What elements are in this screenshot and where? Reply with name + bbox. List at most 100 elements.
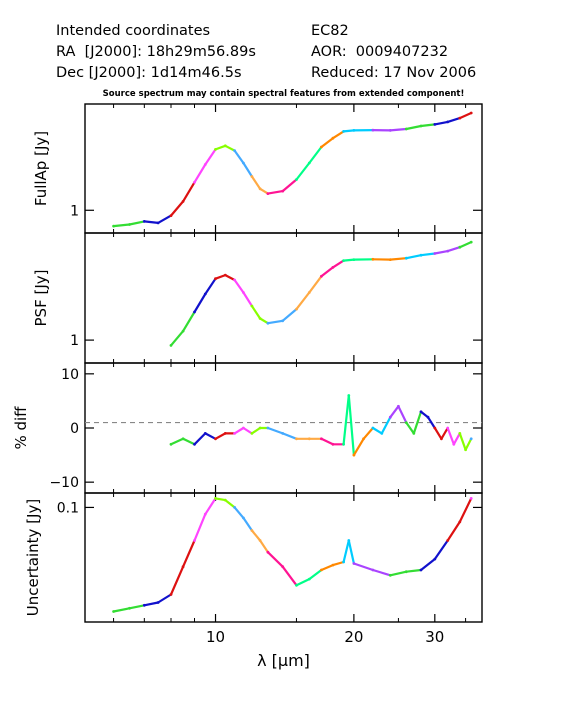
spectrum-segment	[295, 291, 311, 311]
spectrum-segment	[389, 570, 408, 577]
data-point	[193, 180, 196, 184]
spectrum-segment	[389, 127, 408, 132]
data-point	[307, 437, 311, 441]
data-point	[433, 123, 437, 126]
data-point	[419, 568, 423, 572]
spectrum-segment	[458, 111, 473, 120]
data-point	[320, 437, 323, 441]
spectrum-segment	[331, 130, 345, 140]
header-left-line-1: Intended coordinates	[56, 23, 211, 39]
spectrum-segment	[433, 426, 443, 440]
spectrum-segment	[250, 529, 262, 542]
data-point	[242, 291, 245, 294]
data-point	[142, 220, 146, 223]
data-point	[128, 606, 131, 610]
data-point	[419, 124, 423, 128]
data-point	[307, 161, 311, 165]
data-point	[342, 560, 345, 564]
spectrum-segment	[405, 254, 423, 260]
data-point	[203, 163, 207, 166]
spectrum-segment	[308, 568, 323, 581]
spectrum-segment	[320, 137, 334, 149]
data-point	[371, 568, 375, 572]
spectrum-segment	[419, 410, 430, 419]
data-point	[214, 497, 217, 500]
spectrum-segment	[169, 437, 185, 446]
spectrum-segment	[169, 200, 185, 217]
data-point	[419, 253, 423, 257]
spectrum-segment	[242, 161, 253, 178]
data-point	[342, 259, 345, 262]
data-point	[331, 442, 335, 446]
spectrum-segment	[295, 161, 311, 181]
panel-4: 0.1 Uncertainty [Jy]	[24, 492, 483, 623]
spectrum-segment	[342, 258, 355, 262]
spectrum-segment	[242, 426, 253, 435]
spectrum-segment	[419, 557, 436, 572]
spectrum-segment	[281, 565, 298, 587]
spectrum-segment	[331, 560, 345, 567]
data-point	[169, 442, 173, 446]
spectrum-segment	[281, 308, 298, 322]
header-left-line-2: RA [J2000]: 18h29m56.89s	[56, 44, 256, 60]
data-point	[352, 258, 356, 261]
y-axis-label: Uncertainty [Jy]	[24, 499, 42, 616]
data-point	[250, 304, 254, 308]
spectrum-segment	[204, 277, 217, 296]
data-point	[419, 410, 423, 414]
data-point	[446, 120, 450, 124]
y-tick-label: 10	[61, 367, 79, 383]
spectrum-segment	[214, 144, 227, 151]
data-point	[281, 432, 285, 435]
header-right-line-1: EC82	[311, 23, 349, 39]
spectrum-segment	[193, 513, 207, 542]
y-tick-label: 0	[70, 421, 79, 437]
spectrum-segment	[347, 539, 355, 565]
spectrum-segment	[352, 562, 374, 572]
spectrum-segment	[112, 223, 131, 228]
data-point	[371, 426, 375, 430]
spectrum-segment	[266, 319, 284, 325]
x-tick-label: 30	[425, 628, 444, 646]
spectrum-segment	[169, 565, 185, 596]
data-point	[156, 601, 160, 604]
spectrum-segment	[320, 266, 334, 278]
data-point	[331, 136, 335, 140]
y-tick-label: 1	[70, 203, 79, 219]
data-point	[380, 432, 384, 435]
spectrum-segment	[419, 252, 436, 257]
spectrum-segment	[214, 432, 227, 440]
spectrum-segment	[182, 181, 196, 203]
data-point	[458, 116, 462, 120]
data-point	[404, 127, 408, 131]
data-point	[342, 130, 345, 133]
spectrum-segment	[193, 432, 207, 446]
data-point	[250, 432, 254, 435]
panel-2: 1 PSF [Jy]	[32, 232, 483, 364]
header-right-line-2: AOR: 0009407232	[311, 44, 449, 60]
data-point	[250, 529, 254, 532]
spectrum-segment	[458, 432, 467, 451]
data-point	[203, 432, 207, 435]
spectrum-segment	[182, 310, 196, 333]
data-point	[181, 565, 185, 569]
spectrum-segment	[433, 120, 449, 126]
data-point	[362, 437, 365, 441]
data-point	[169, 214, 173, 218]
data-point	[181, 200, 185, 203]
data-point	[223, 432, 227, 435]
spectrum-segment	[352, 437, 365, 457]
spectrum-segment	[389, 257, 408, 261]
spectrum-segment	[320, 437, 334, 446]
spectrum-segment	[347, 394, 355, 457]
y-tick-label: 0.1	[57, 500, 79, 516]
spectrum-segment	[371, 426, 383, 435]
data-point	[388, 258, 392, 261]
spectrum-segment	[342, 394, 350, 446]
data-point	[223, 144, 227, 148]
spectrum-segment	[233, 149, 245, 165]
data-point	[352, 453, 356, 457]
data-point	[426, 415, 430, 419]
data-point	[223, 498, 227, 502]
data-point	[320, 568, 323, 572]
